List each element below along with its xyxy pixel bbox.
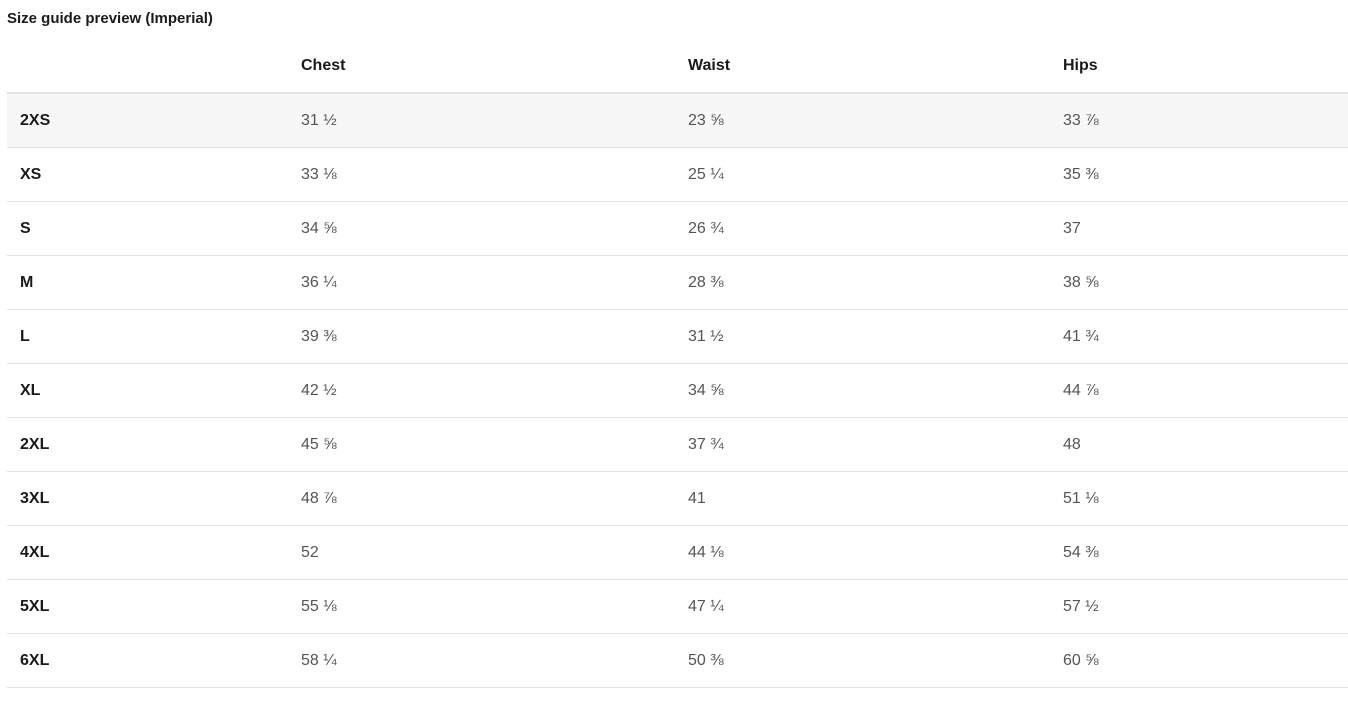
waist-cell: 31 ½ xyxy=(675,309,1050,364)
size-cell: S xyxy=(7,201,288,256)
waist-cell: 28 ⅜ xyxy=(675,255,1050,310)
table-row: L 39 ⅜ 31 ½ 41 ¾ xyxy=(7,309,1348,364)
table-row: 5XL 55 ⅛ 47 ¼ 57 ½ xyxy=(7,579,1348,634)
waist-cell: 44 ⅛ xyxy=(675,525,1050,580)
size-cell: 2XS xyxy=(7,93,288,148)
size-cell: 5XL xyxy=(7,579,288,634)
hips-cell: 33 ⅞ xyxy=(1050,93,1348,148)
waist-cell: 25 ¼ xyxy=(675,147,1050,202)
header-hips: Hips xyxy=(1050,40,1348,94)
chest-cell: 58 ¼ xyxy=(288,633,675,688)
hips-cell: 37 xyxy=(1050,201,1348,256)
size-cell: XL xyxy=(7,363,288,418)
table-row: 2XS 31 ½ 23 ⅝ 33 ⅞ xyxy=(7,93,1348,148)
waist-cell: 50 ⅜ xyxy=(675,633,1050,688)
hips-cell: 60 ⅝ xyxy=(1050,633,1348,688)
hips-cell: 48 xyxy=(1050,417,1348,472)
table-row: XS 33 ⅛ 25 ¼ 35 ⅜ xyxy=(7,147,1348,202)
hips-cell: 35 ⅜ xyxy=(1050,147,1348,202)
waist-cell: 37 ¾ xyxy=(675,417,1050,472)
table-row: 6XL 58 ¼ 50 ⅜ 60 ⅝ xyxy=(7,633,1348,688)
header-chest: Chest xyxy=(288,40,675,94)
chest-cell: 31 ½ xyxy=(288,93,675,148)
chest-cell: 48 ⅞ xyxy=(288,471,675,526)
waist-cell: 26 ¾ xyxy=(675,201,1050,256)
table-row: 2XL 45 ⅝ 37 ¾ 48 xyxy=(7,417,1348,472)
size-cell: 4XL xyxy=(7,525,288,580)
table-row: 4XL 52 44 ⅛ 54 ⅜ xyxy=(7,525,1348,580)
table-row: 3XL 48 ⅞ 41 51 ⅛ xyxy=(7,471,1348,526)
header-size xyxy=(7,40,288,94)
hips-cell: 54 ⅜ xyxy=(1050,525,1348,580)
size-cell: M xyxy=(7,255,288,310)
chest-cell: 45 ⅝ xyxy=(288,417,675,472)
hips-cell: 57 ½ xyxy=(1050,579,1348,634)
hips-cell: 44 ⅞ xyxy=(1050,363,1348,418)
hips-cell: 38 ⅝ xyxy=(1050,255,1348,310)
chest-cell: 39 ⅜ xyxy=(288,309,675,364)
waist-cell: 41 xyxy=(675,471,1050,526)
size-cell: 2XL xyxy=(7,417,288,472)
page-title: Size guide preview (Imperial) xyxy=(7,10,213,27)
size-guide-table: Chest Waist Hips 2XS 31 ½ 23 ⅝ 33 ⅞ XS 33 ⅛ 25… xyxy=(7,40,1348,688)
hips-cell: 51 ⅛ xyxy=(1050,471,1348,526)
chest-cell: 33 ⅛ xyxy=(288,147,675,202)
table-row: S 34 ⅝ 26 ¾ 37 xyxy=(7,201,1348,256)
chest-cell: 36 ¼ xyxy=(288,255,675,310)
header-row: Chest Waist Hips xyxy=(7,40,1348,94)
size-cell: L xyxy=(7,309,288,364)
chest-cell: 42 ½ xyxy=(288,363,675,418)
size-cell: XS xyxy=(7,147,288,202)
chest-cell: 34 ⅝ xyxy=(288,201,675,256)
header-waist: Waist xyxy=(675,40,1050,94)
waist-cell: 47 ¼ xyxy=(675,579,1050,634)
hips-cell: 41 ¾ xyxy=(1050,309,1348,364)
size-cell: 3XL xyxy=(7,471,288,526)
waist-cell: 34 ⅝ xyxy=(675,363,1050,418)
waist-cell: 23 ⅝ xyxy=(675,93,1050,148)
table-row: M 36 ¼ 28 ⅜ 38 ⅝ xyxy=(7,255,1348,310)
size-cell: 6XL xyxy=(7,633,288,688)
chest-cell: 52 xyxy=(288,525,675,580)
chest-cell: 55 ⅛ xyxy=(288,579,675,634)
table-row: XL 42 ½ 34 ⅝ 44 ⅞ xyxy=(7,363,1348,418)
